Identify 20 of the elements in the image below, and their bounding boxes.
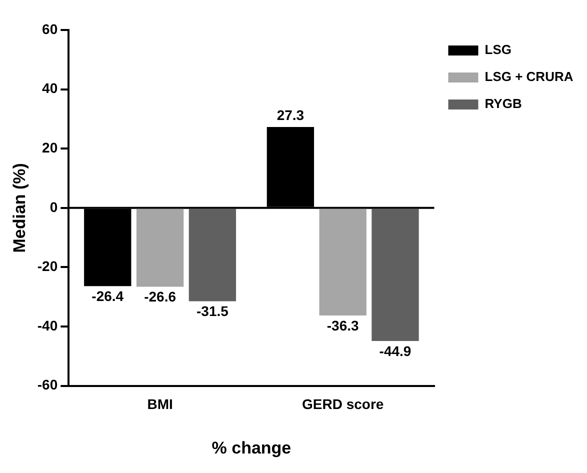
y-tick-label: 20 <box>42 139 58 156</box>
data-label: -36.3 <box>326 317 360 334</box>
y-tick-label: 60 <box>42 20 58 37</box>
legend-label: LSG <box>484 42 512 58</box>
data-label: -31.5 <box>196 303 229 320</box>
y-tick-label: -40 <box>37 317 58 334</box>
data-label: -26.4 <box>92 288 124 304</box>
x-axis-title: % change <box>212 438 292 458</box>
data-label: 27.3 <box>276 106 304 123</box>
legend-label: RYGB <box>484 96 522 112</box>
y-tick-label: 0 <box>50 198 58 215</box>
y-tick-label: -60 <box>37 376 58 393</box>
x-tick-label: GERD score <box>302 396 384 412</box>
y-tick-label: 40 <box>42 80 58 96</box>
data-label: -26.6 <box>144 288 176 305</box>
y-axis-title: Median (%) <box>10 163 29 253</box>
legend-label: LSG + CRURA <box>484 69 574 84</box>
data-label: -44.9 <box>379 342 412 359</box>
y-tick-label: -20 <box>37 258 58 274</box>
x-tick-label: BMI <box>147 396 173 412</box>
